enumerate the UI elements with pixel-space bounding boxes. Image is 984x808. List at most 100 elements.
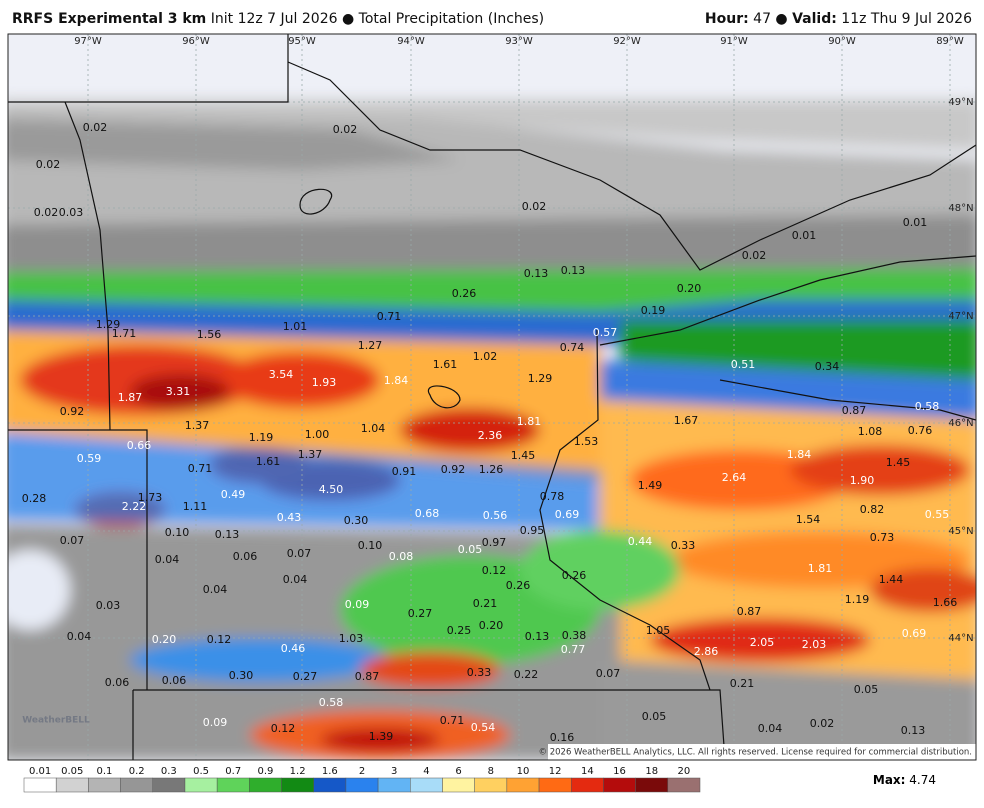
- legend-swatch: [442, 777, 475, 793]
- precip-value: 0.12: [271, 722, 296, 735]
- precip-value: 1.71: [112, 327, 137, 340]
- precip-value: 1.08: [858, 425, 883, 438]
- precip-value: 0.07: [596, 667, 621, 680]
- precip-value: 1.66: [933, 596, 958, 609]
- precip-value: 3.54: [269, 368, 294, 381]
- precip-value: 0.12: [482, 564, 507, 577]
- legend-swatch: [88, 777, 121, 793]
- precip-value: 1.02: [473, 350, 498, 363]
- longitude-label: 96°W: [182, 36, 210, 47]
- precip-value: 0.16: [550, 731, 575, 744]
- precip-value: 0.21: [473, 597, 498, 610]
- precip-value: 0.51: [731, 358, 756, 371]
- precip-value: 0.04: [203, 583, 228, 596]
- precip-value: 1.29: [96, 318, 121, 331]
- max-label: Max: 4.74: [873, 773, 936, 787]
- precip-value: 0.43: [277, 511, 302, 524]
- legend-swatch: [184, 777, 218, 793]
- precip-value: 0.30: [344, 514, 369, 527]
- precip-value: 1.03: [339, 632, 364, 645]
- legend-tick-label: 0.7: [225, 766, 241, 777]
- precip-value: 2.05: [750, 636, 775, 649]
- legend-tick-label: 20: [678, 766, 691, 777]
- legend-swatch: [216, 777, 250, 793]
- legend-swatch: [538, 777, 572, 793]
- precip-value: 0.95: [520, 524, 545, 537]
- precip-value: 1.37: [185, 419, 210, 432]
- precip-value: 1.84: [787, 448, 812, 461]
- legend-swatch: [570, 777, 604, 793]
- longitude-label: 89°W: [936, 36, 964, 47]
- precip-value: 1.00: [305, 428, 330, 441]
- precip-value: 0.05: [458, 543, 483, 556]
- precip-value: 0.01: [792, 229, 817, 242]
- precip-value: 0.02: [810, 717, 835, 730]
- legend-tick-label: 1.2: [290, 766, 306, 777]
- longitude-label: 92°W: [613, 36, 641, 47]
- hour-value: 47: [753, 11, 771, 27]
- legend-tick-label: 0.9: [257, 766, 273, 777]
- precip-value: 0.27: [293, 670, 318, 683]
- precip-value: 0.02: [83, 121, 108, 134]
- precip-value: 0.03: [96, 599, 121, 612]
- precip-value: 0.26: [506, 579, 531, 592]
- map-frame: [7, 33, 977, 761]
- legend-tick-label: 0.3: [161, 766, 177, 777]
- precip-value: 0.22: [514, 668, 539, 681]
- precip-value: 0.46: [281, 642, 306, 655]
- precip-value: 0.34: [815, 360, 840, 373]
- precip-value: 1.84: [384, 374, 409, 387]
- legend-tick-label: 18: [645, 766, 658, 777]
- legend-swatch: [410, 777, 443, 793]
- precip-value: 0.13: [215, 528, 240, 541]
- precip-value: 0.04: [155, 553, 180, 566]
- precip-value: 1.27: [358, 339, 383, 352]
- precip-value: 0.71: [188, 462, 213, 475]
- precip-value: 1.37: [298, 448, 323, 461]
- precip-value: 0.25: [447, 624, 472, 637]
- precip-value: 0.33: [671, 539, 696, 552]
- precip-value: 0.26: [562, 569, 587, 582]
- precip-value: 0.97: [482, 536, 507, 549]
- precip-value: 0.19: [641, 304, 666, 317]
- precip-value: 0.07: [287, 547, 312, 560]
- precip-value: 1.01: [283, 320, 308, 333]
- legend-swatch: [667, 777, 701, 793]
- valid-time: 11z Thu 9 Jul 2026: [841, 11, 972, 27]
- precip-value: 0.27: [408, 607, 433, 620]
- longitude-label: 93°W: [505, 36, 533, 47]
- precip-value: 0.05: [854, 683, 879, 696]
- field-name: Total Precipitation (Inches): [358, 11, 545, 27]
- precip-value: 1.56: [197, 328, 222, 341]
- precip-value: 0.10: [358, 539, 383, 552]
- legend-tick-label: 0.1: [97, 766, 113, 777]
- precip-value: 1.54: [796, 513, 821, 526]
- latitude-label: 45°N: [948, 526, 973, 537]
- precip-value: 1.87: [118, 391, 143, 404]
- precip-field: © 2026 WeatherBELL Analytics, LLC. All r…: [8, 34, 976, 760]
- precip-value: 1.73: [138, 491, 163, 504]
- precip-value: 0.26: [452, 287, 477, 300]
- precip-value: 0.76: [908, 424, 933, 437]
- precip-value: 1.81: [517, 415, 542, 428]
- legend-tick-label: 8: [488, 766, 494, 777]
- legend-swatch: [120, 777, 154, 793]
- precip-value: 0.02: [333, 123, 358, 136]
- precip-value: 0.06: [105, 676, 130, 689]
- precip-value: 0.08: [389, 550, 414, 563]
- latitude-label: 49°N: [948, 97, 973, 108]
- legend-tick-label: 1.6: [322, 766, 338, 777]
- precip-value: 0.12: [207, 633, 232, 646]
- legend-swatch: [345, 777, 379, 793]
- precip-value: 0.71: [440, 714, 465, 727]
- legend-tick-label: 12: [549, 766, 562, 777]
- logo: WeatherBELL: [22, 716, 90, 726]
- color-legend: 0.01 0.05 0.1 0.2 0.3 0.5 0.7 0.9 1.2 1.6 2 3 4 6 8 10 1…: [23, 766, 701, 793]
- legend-tick-label: 4: [423, 766, 429, 777]
- precip-value: 0.13: [901, 724, 926, 737]
- header-right: Hour: 47 ● Valid: 11z Thu 9 Jul 2026: [705, 11, 972, 27]
- legend-swatch: [474, 777, 508, 793]
- precip-value: 1.11: [183, 500, 208, 513]
